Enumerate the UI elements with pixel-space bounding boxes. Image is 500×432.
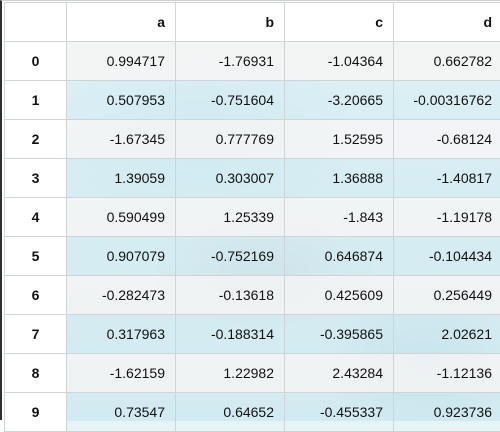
column-header-d: d — [394, 3, 500, 42]
table-row: 3 1.39059 0.303007 1.36888 -1.40817 — [5, 159, 500, 198]
table-row: 5 0.907079 -0.752169 0.646874 -0.104434 — [5, 237, 500, 276]
cell-b: 0.777769 — [176, 120, 285, 159]
column-header-a: a — [67, 3, 176, 42]
cell-c: 1.36888 — [285, 159, 394, 198]
cell-a: 0.590499 — [67, 198, 176, 237]
cell-d: -0.00316762 — [394, 81, 500, 120]
cell-d: -1.40817 — [394, 159, 500, 198]
cell-b: 0.64652 — [176, 393, 285, 432]
row-index: 1 — [5, 81, 67, 120]
index-header — [5, 3, 67, 42]
row-index: 3 — [5, 159, 67, 198]
row-index: 5 — [5, 237, 67, 276]
dataframe-panel: a b c d 0 0.994717 -1.76931 -1.04364 0.6… — [0, 0, 500, 420]
cell-d: 0.923736 — [394, 393, 500, 432]
cell-a: 0.317963 — [67, 315, 176, 354]
cell-d: 2.02621 — [394, 315, 500, 354]
cell-d: -1.19178 — [394, 198, 500, 237]
cell-c: -0.455337 — [285, 393, 394, 432]
cell-a: 0.73547 — [67, 393, 176, 432]
table-row: 8 -1.62159 1.22982 2.43284 -1.12136 — [5, 354, 500, 393]
cell-c: 0.425609 — [285, 276, 394, 315]
table-row: 0 0.994717 -1.76931 -1.04364 0.662782 — [5, 42, 500, 81]
cell-d: 0.256449 — [394, 276, 500, 315]
header-row: a b c d — [5, 3, 500, 42]
cell-a: 1.39059 — [67, 159, 176, 198]
cell-d: -1.12136 — [394, 354, 500, 393]
cell-a: -1.67345 — [67, 120, 176, 159]
cell-b: 1.22982 — [176, 354, 285, 393]
cell-b: 1.25339 — [176, 198, 285, 237]
cell-c: -1.843 — [285, 198, 394, 237]
row-index: 7 — [5, 315, 67, 354]
dataframe-table: a b c d 0 0.994717 -1.76931 -1.04364 0.6… — [4, 2, 500, 432]
row-index: 4 — [5, 198, 67, 237]
table-row: 4 0.590499 1.25339 -1.843 -1.19178 — [5, 198, 500, 237]
cell-b: 0.303007 — [176, 159, 285, 198]
column-header-c: c — [285, 3, 394, 42]
row-index: 8 — [5, 354, 67, 393]
cell-c: 2.43284 — [285, 354, 394, 393]
table-row: 2 -1.67345 0.777769 1.52595 -0.68124 — [5, 120, 500, 159]
row-index: 6 — [5, 276, 67, 315]
cell-b: -0.751604 — [176, 81, 285, 120]
table-row: 6 -0.282473 -0.13618 0.425609 0.256449 — [5, 276, 500, 315]
row-index: 2 — [5, 120, 67, 159]
row-index: 0 — [5, 42, 67, 81]
cell-b: -0.752169 — [176, 237, 285, 276]
table-row: 9 0.73547 0.64652 -0.455337 0.923736 — [5, 393, 500, 432]
cell-d: -0.68124 — [394, 120, 500, 159]
cell-a: -0.282473 — [67, 276, 176, 315]
cell-a: 0.994717 — [67, 42, 176, 81]
cell-c: 1.52595 — [285, 120, 394, 159]
cell-b: -0.13618 — [176, 276, 285, 315]
cell-a: 0.507953 — [67, 81, 176, 120]
cell-d: -0.104434 — [394, 237, 500, 276]
cell-a: -1.62159 — [67, 354, 176, 393]
cell-c: -3.20665 — [285, 81, 394, 120]
table-row: 7 0.317963 -0.188314 -0.395865 2.02621 — [5, 315, 500, 354]
column-header-b: b — [176, 3, 285, 42]
cell-c: 0.646874 — [285, 237, 394, 276]
cell-a: 0.907079 — [67, 237, 176, 276]
cell-b: -0.188314 — [176, 315, 285, 354]
table-row: 1 0.507953 -0.751604 -3.20665 -0.0031676… — [5, 81, 500, 120]
row-index: 9 — [5, 393, 67, 432]
cell-c: -0.395865 — [285, 315, 394, 354]
cell-c: -1.04364 — [285, 42, 394, 81]
cell-b: -1.76931 — [176, 42, 285, 81]
cell-d: 0.662782 — [394, 42, 500, 81]
